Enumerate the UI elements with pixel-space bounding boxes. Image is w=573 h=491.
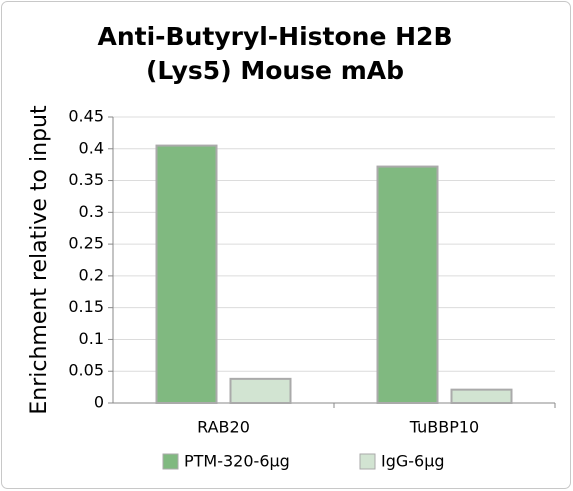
legend-swatch [162,453,179,470]
x-tick-label: TuBBP10 [409,418,479,437]
y-tick-label: 0.2 [79,265,104,284]
bar [155,144,218,404]
bar [229,377,292,404]
bar [376,165,439,404]
y-axis-label: Enrichment relative to input [27,105,52,415]
y-tick-label: 0.45 [68,107,104,126]
y-tick-label: 0.1 [79,329,104,348]
y-tick-label: 0.35 [68,170,104,189]
legend-label: IgG-6μg [381,452,445,471]
y-tick-label: 0 [94,393,104,412]
y-tick-label: 0.3 [79,202,104,221]
legend-swatch [359,453,376,470]
x-tick-label: RAB20 [197,418,250,437]
y-tick-label: 0.15 [68,297,104,316]
legend-label: PTM-320-6μg [184,452,290,471]
bar [450,388,513,404]
y-tick-label: 0.25 [68,234,104,253]
chart-title: Anti-Butyryl-Histone H2B [97,22,452,51]
y-tick-label: 0.4 [79,138,104,157]
y-tick-label: 0.05 [68,361,104,380]
chart-title: (Lys5) Mouse mAb [146,56,404,85]
